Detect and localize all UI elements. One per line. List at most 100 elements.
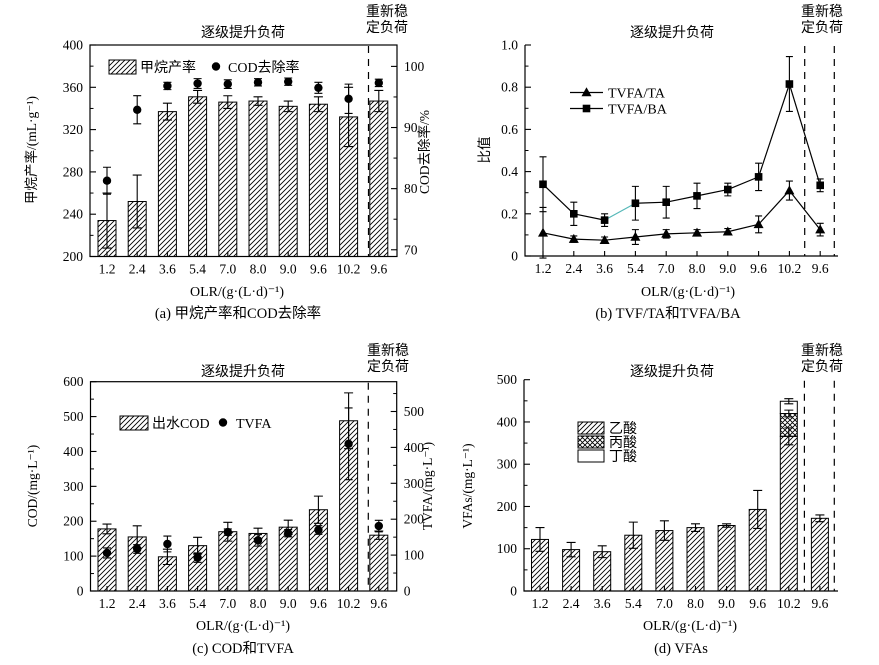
x-tick-label: 1.2 xyxy=(532,596,549,611)
data-point-triangle xyxy=(581,87,592,97)
stage-title: 逐级提升负荷 xyxy=(201,364,285,380)
error-bar xyxy=(313,495,323,524)
left-tick-label: 600 xyxy=(63,374,84,389)
stage-title: 逐级提升负荷 xyxy=(630,364,714,380)
left-tick-label: 0 xyxy=(511,249,518,264)
x-tick-label: 2.4 xyxy=(129,262,146,277)
panel-a-series-scatter xyxy=(102,77,383,195)
data-point-triangle xyxy=(599,234,610,244)
data-point-triangle xyxy=(538,227,548,237)
panel-a-legend: 甲烷产率 COD去除率 xyxy=(108,59,300,76)
restabilize-title-line2: 定负荷 xyxy=(801,359,843,375)
panel-b-series-line xyxy=(538,180,826,259)
right-tick-label: 500 xyxy=(404,404,425,419)
legend-label: 出水COD xyxy=(152,416,210,432)
x-tick-label: 9.6 xyxy=(370,596,387,611)
bar xyxy=(369,100,389,257)
x-tick-label: 2.4 xyxy=(129,596,146,611)
error-bar xyxy=(628,521,638,549)
data-point-triangle xyxy=(753,219,764,229)
data-point-square xyxy=(539,180,547,189)
data-point-square xyxy=(631,199,640,208)
panel-b-frame xyxy=(524,45,838,257)
data-point-dot xyxy=(102,548,112,558)
legend-swatch-乙酸 xyxy=(577,421,605,435)
panel-d-phase-separators xyxy=(803,380,835,591)
error-bar xyxy=(784,398,794,405)
restabilize-title-line1: 重新稳 xyxy=(801,343,843,359)
series-segment xyxy=(635,233,667,238)
bar xyxy=(157,111,177,257)
left-axis-title: 甲烷产率/(mL·g⁻¹) xyxy=(23,96,39,204)
x-tick-label: 1.2 xyxy=(99,262,116,277)
legend-label: TVFA/TA xyxy=(608,87,666,102)
error-bar xyxy=(253,96,263,106)
x-tick-label: 5.4 xyxy=(189,596,206,611)
x-tick-label: 9.6 xyxy=(750,261,767,276)
x-tick-label: 9.0 xyxy=(719,261,736,276)
panel-a-left-axis: 200 240 280 320 360 400 甲烷产率/(mL·g⁻¹) xyxy=(23,38,96,264)
legend-hatch-swatch xyxy=(108,59,137,75)
bar xyxy=(218,101,238,258)
bar-segment-乙酸 xyxy=(810,517,829,592)
error-bar xyxy=(691,523,700,532)
data-point-dot xyxy=(193,553,202,562)
left-tick-label: 0.2 xyxy=(501,206,518,221)
data-point-triangle xyxy=(568,233,579,243)
error-bar xyxy=(102,523,112,535)
restabilize-title-line2: 定负荷 xyxy=(801,20,843,36)
bar xyxy=(188,96,208,257)
legend-label: TVFA xyxy=(236,417,272,432)
left-axis-title: 比值 xyxy=(477,137,492,164)
error-bar xyxy=(313,96,323,113)
x-tick-label: 7.0 xyxy=(656,596,673,611)
bar xyxy=(248,100,268,257)
x-tick-label: 7.0 xyxy=(658,261,675,276)
x-tick-label: 5.4 xyxy=(189,262,206,277)
data-point-dot xyxy=(344,94,353,103)
series-segment xyxy=(788,190,821,230)
left-tick-label: 500 xyxy=(63,409,84,424)
bar-segment-乙酸 xyxy=(779,435,798,592)
right-tick-label: 80 xyxy=(404,181,418,196)
left-tick-label: 200 xyxy=(63,514,84,529)
series-segment xyxy=(727,176,759,191)
stage-title: 逐级提升负荷 xyxy=(630,25,714,41)
left-tick-label: 300 xyxy=(63,479,84,494)
data-point-triangle xyxy=(692,227,702,237)
series-segment xyxy=(666,232,698,235)
series-segment xyxy=(758,190,790,225)
panel-b-caption: (b) TVF/TA和TVFA/BA xyxy=(595,305,741,322)
data-point-dot xyxy=(133,105,142,114)
data-point-triangle xyxy=(815,224,826,234)
data-point-dot xyxy=(223,79,232,89)
left-tick-label: 0.8 xyxy=(501,80,518,95)
series-segment xyxy=(542,232,574,240)
data-point-triangle xyxy=(661,228,672,238)
x-tick-label: 3.6 xyxy=(594,596,611,611)
panel-d-error-bars xyxy=(535,398,825,559)
series-segment xyxy=(542,183,575,215)
right-tick-label: 70 xyxy=(404,242,418,257)
data-point-dot xyxy=(218,418,228,427)
error-bar xyxy=(535,527,545,552)
series-segment xyxy=(788,83,821,186)
restabilize-title-line1: 重新稳 xyxy=(366,4,408,20)
data-point-square xyxy=(582,104,591,113)
error-bar xyxy=(162,102,172,121)
panel-d: 0 100 200 300 400 500 VFAs/(mg·L⁻¹) 1.2 2.4 3.6 5.… xyxy=(460,343,843,657)
panel-a-series-bar xyxy=(97,86,389,258)
left-tick-label: 100 xyxy=(497,541,518,556)
x-tick-label: 5.4 xyxy=(627,261,644,276)
data-point-dot xyxy=(102,176,112,185)
data-point-dot xyxy=(374,78,383,88)
x-tick-label: 10.2 xyxy=(337,262,361,277)
series-segment xyxy=(573,238,605,241)
left-tick-label: 1.0 xyxy=(501,38,518,53)
x-tick-label: 5.4 xyxy=(625,596,642,611)
x-tick-label: 3.6 xyxy=(159,262,176,277)
data-point-dot xyxy=(163,81,172,91)
error-bar xyxy=(753,489,763,530)
